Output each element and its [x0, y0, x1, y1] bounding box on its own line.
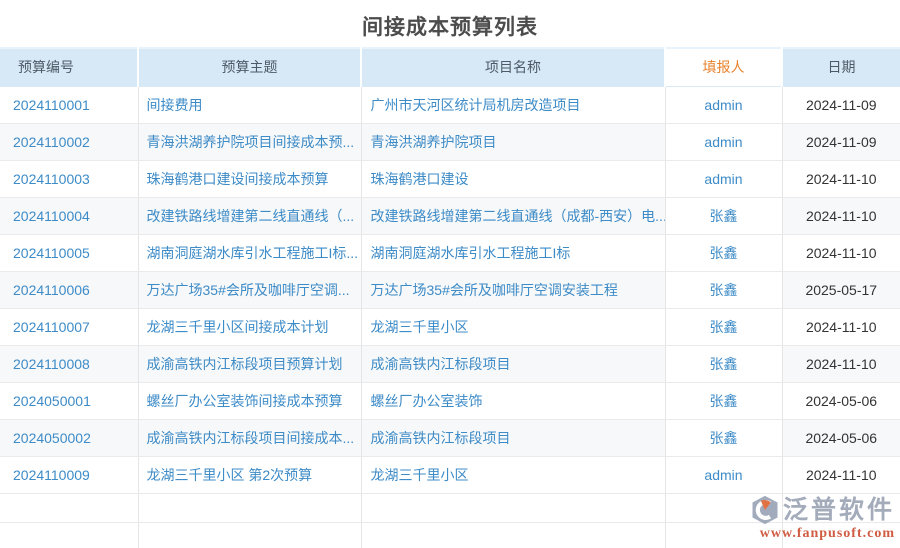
cell-date: 2024-11-10: [782, 308, 900, 346]
cell-budget-no[interactable]: 2024050002: [0, 419, 139, 457]
empty-cell: [782, 522, 900, 548]
cell-subject[interactable]: 成渝高铁内江标段项目预算计划: [138, 345, 362, 383]
cell-date: 2024-11-10: [782, 345, 900, 383]
table-row: 2024050001 螺丝厂办公室装饰间接成本预算 螺丝厂办公室装饰 张鑫 2024-0…: [0, 382, 900, 420]
cell-budget-no[interactable]: 2024110004: [0, 197, 139, 235]
cell-subject[interactable]: 间接费用: [138, 86, 362, 124]
cell-budget-no[interactable]: 2024110002: [0, 123, 139, 161]
table-row: 2024110002 青海洪湖养护院项目间接成本预... 青海洪湖养护院项目 admi…: [0, 123, 900, 161]
empty-cell: [138, 493, 362, 523]
table-row: 2024110008 成渝高铁内江标段项目预算计划 成渝高铁内江标段项目 张鑫 2024…: [0, 345, 900, 383]
cell-date: 2025-05-17: [782, 271, 900, 309]
cell-subject[interactable]: 成渝高铁内江标段项目间接成本...: [138, 419, 362, 457]
cell-date: 2024-11-10: [782, 160, 900, 198]
cell-budget-no[interactable]: 2024050001: [0, 382, 139, 420]
table-body: 2024110001 间接费用 广州市天河区统计局机房改造项目 admin 2024-1…: [0, 86, 900, 548]
cell-subject[interactable]: 珠海鹤港口建设间接成本预算: [138, 160, 362, 198]
cell-subject[interactable]: 龙湖三千里小区 第2次预算: [138, 456, 362, 494]
cell-subject[interactable]: 螺丝厂办公室装饰间接成本预算: [138, 382, 362, 420]
cell-filler: 张鑫: [665, 345, 783, 383]
cell-filler: 张鑫: [665, 271, 783, 309]
cell-date: 2024-05-06: [782, 382, 900, 420]
cell-filler: admin: [665, 123, 783, 161]
empty-cell: [0, 522, 139, 548]
cell-subject[interactable]: 青海洪湖养护院项目间接成本预...: [138, 123, 362, 161]
cell-project[interactable]: 湖南洞庭湖水库引水工程施工I标: [361, 234, 666, 272]
cell-budget-no[interactable]: 2024110006: [0, 271, 139, 309]
empty-cell: [665, 522, 783, 548]
cell-filler: admin: [665, 160, 783, 198]
cell-filler: admin: [665, 86, 783, 124]
cell-date: 2024-11-09: [782, 86, 900, 124]
budget-table: 预算编号 预算主题 项目名称 填报人 日期 2024110001 间接费用 广州市天…: [0, 47, 900, 548]
empty-cell: [138, 522, 362, 548]
column-header-date[interactable]: 日期: [782, 47, 900, 87]
cell-project[interactable]: 成渝高铁内江标段项目: [361, 419, 666, 457]
table-header: 预算编号 预算主题 项目名称 填报人 日期: [0, 47, 900, 87]
cell-date: 2024-11-10: [782, 234, 900, 272]
cell-filler: 张鑫: [665, 308, 783, 346]
empty-row: [0, 522, 900, 548]
column-header-subject[interactable]: 预算主题: [138, 47, 362, 87]
cell-project[interactable]: 改建铁路线增建第二线直通线（成都-西安）电...: [361, 197, 666, 235]
cell-project[interactable]: 螺丝厂办公室装饰: [361, 382, 666, 420]
cell-budget-no[interactable]: 2024110003: [0, 160, 139, 198]
table-row: 2024110006 万达广场35#会所及咖啡厅空调... 万达广场35#会所及咖啡…: [0, 271, 900, 309]
column-header-filler[interactable]: 填报人: [665, 47, 783, 87]
empty-cell: [0, 493, 139, 523]
table-row: 2024110009 龙湖三千里小区 第2次预算 龙湖三千里小区 admin 2024-…: [0, 456, 900, 494]
cell-project[interactable]: 青海洪湖养护院项目: [361, 123, 666, 161]
cell-filler: admin: [665, 456, 783, 494]
column-header-project[interactable]: 项目名称: [361, 47, 666, 87]
cell-project[interactable]: 珠海鹤港口建设: [361, 160, 666, 198]
cell-date: 2024-11-10: [782, 456, 900, 494]
cell-project[interactable]: 龙湖三千里小区: [361, 456, 666, 494]
cell-date: 2024-11-09: [782, 123, 900, 161]
cell-budget-no[interactable]: 2024110008: [0, 345, 139, 383]
cell-filler: 张鑫: [665, 419, 783, 457]
cell-project[interactable]: 龙湖三千里小区: [361, 308, 666, 346]
cell-project[interactable]: 成渝高铁内江标段项目: [361, 345, 666, 383]
table-row: 2024110004 改建铁路线增建第二线直通线（... 改建铁路线增建第二线直通线…: [0, 197, 900, 235]
cell-filler: 张鑫: [665, 234, 783, 272]
empty-cell: [782, 493, 900, 523]
header-row: 预算编号 预算主题 项目名称 填报人 日期: [0, 47, 900, 87]
cell-date: 2024-05-06: [782, 419, 900, 457]
cell-date: 2024-11-10: [782, 197, 900, 235]
cell-subject[interactable]: 改建铁路线增建第二线直通线（...: [138, 197, 362, 235]
cell-filler: 张鑫: [665, 197, 783, 235]
cell-budget-no[interactable]: 2024110005: [0, 234, 139, 272]
empty-cell: [361, 493, 666, 523]
page-title: 间接成本预算列表: [362, 16, 538, 39]
empty-row: [0, 493, 900, 523]
table-row: 2024110005 湖南洞庭湖水库引水工程施工I标... 湖南洞庭湖水库引水工程施…: [0, 234, 900, 272]
cell-filler: 张鑫: [665, 382, 783, 420]
cell-budget-no[interactable]: 2024110007: [0, 308, 139, 346]
table-row: 2024050002 成渝高铁内江标段项目间接成本... 成渝高铁内江标段项目 张鑫 2…: [0, 419, 900, 457]
cell-project[interactable]: 万达广场35#会所及咖啡厅空调安装工程: [361, 271, 666, 309]
table-row: 2024110003 珠海鹤港口建设间接成本预算 珠海鹤港口建设 admin 2024-…: [0, 160, 900, 198]
cell-project[interactable]: 广州市天河区统计局机房改造项目: [361, 86, 666, 124]
cell-budget-no[interactable]: 2024110001: [0, 86, 139, 124]
empty-cell: [361, 522, 666, 548]
column-header-budget-no[interactable]: 预算编号: [0, 47, 139, 87]
cell-subject[interactable]: 龙湖三千里小区间接成本计划: [138, 308, 362, 346]
cell-subject[interactable]: 万达广场35#会所及咖啡厅空调...: [138, 271, 362, 309]
cell-subject[interactable]: 湖南洞庭湖水库引水工程施工I标...: [138, 234, 362, 272]
table-row: 2024110007 龙湖三千里小区间接成本计划 龙湖三千里小区 张鑫 2024-11-…: [0, 308, 900, 346]
empty-cell: [665, 493, 783, 523]
table-row: 2024110001 间接费用 广州市天河区统计局机房改造项目 admin 2024-1…: [0, 86, 900, 124]
cell-budget-no[interactable]: 2024110009: [0, 456, 139, 494]
